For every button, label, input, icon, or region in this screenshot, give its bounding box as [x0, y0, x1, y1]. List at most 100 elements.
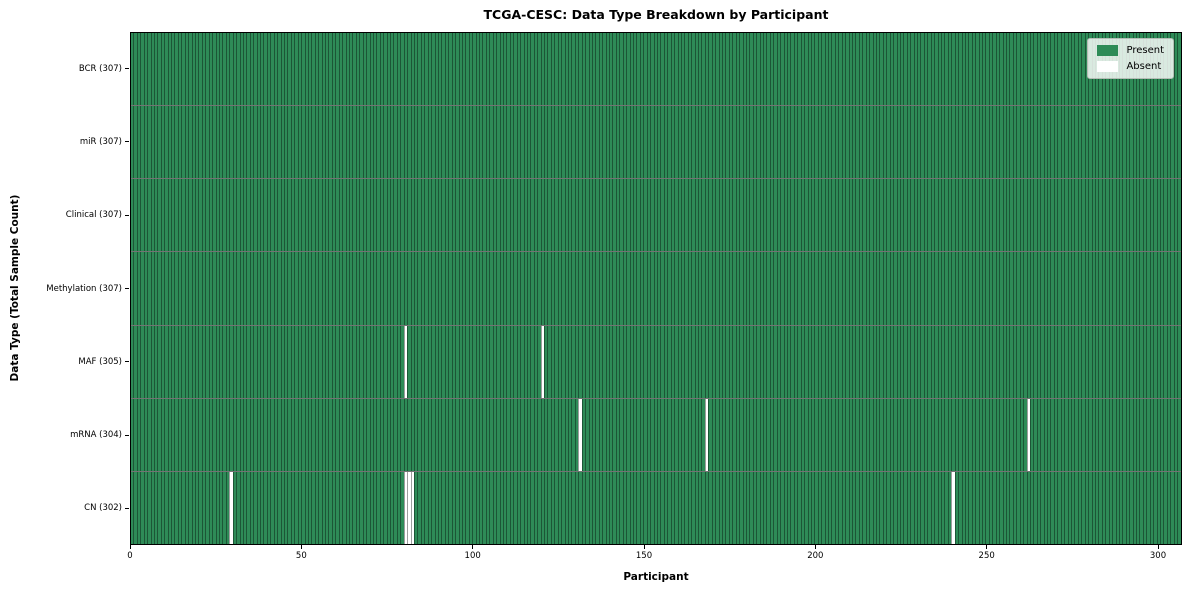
heatmap-cell-present — [917, 398, 921, 471]
heatmap-cell-present — [852, 471, 856, 544]
heatmap-cell-present — [975, 179, 979, 252]
heatmap-cell-present — [646, 398, 651, 471]
heatmap-cell-present — [725, 252, 729, 325]
heatmap-cell-present — [147, 179, 151, 252]
heatmap-cell-present — [869, 33, 873, 106]
heatmap-cell-present — [780, 471, 784, 544]
heatmap-cell-present — [1170, 252, 1174, 325]
heatmap-cell-present — [1146, 398, 1150, 471]
heatmap-cell-present — [889, 179, 894, 252]
heatmap-cell-present — [787, 471, 791, 544]
heatmap-cell-present — [790, 106, 794, 179]
heatmap-cell-present — [619, 471, 623, 544]
heatmap-cell-present — [814, 33, 818, 106]
heatmap-cell-present — [314, 471, 319, 544]
heatmap-cell-present — [131, 106, 134, 179]
heatmap-cell-present — [232, 33, 237, 106]
heatmap-cell-present — [263, 179, 267, 252]
heatmap-cell-present — [136, 106, 141, 179]
heatmap-cell-present — [841, 471, 846, 544]
heatmap-cell-present — [725, 33, 729, 106]
heatmap-cell-present — [1153, 325, 1157, 398]
heatmap-cell-present — [509, 325, 514, 398]
heatmap-cell-present — [783, 106, 787, 179]
heatmap-cell-present — [215, 252, 219, 325]
heatmap-cell-present — [1156, 252, 1160, 325]
heatmap-cell-present — [383, 106, 387, 179]
heatmap-cell-present — [420, 325, 425, 398]
heatmap-cell-present — [735, 325, 740, 398]
heatmap-cell-present — [523, 252, 527, 325]
heatmap-cell-present — [1033, 325, 1037, 398]
ytick-mark — [125, 434, 129, 436]
heatmap-cell-present — [564, 398, 568, 471]
heatmap-cell-present — [889, 325, 894, 398]
heatmap-cell-present — [314, 325, 319, 398]
heatmap-cell-present — [171, 179, 175, 252]
heatmap-cell-present — [1136, 471, 1140, 544]
heatmap-cell-present — [1125, 398, 1130, 471]
heatmap-cell-present — [1115, 398, 1119, 471]
heatmap-cell-present — [270, 33, 274, 106]
heatmap-cell-present — [550, 33, 555, 106]
heatmap-cell-present — [506, 398, 510, 471]
heatmap-cell-present — [229, 179, 233, 252]
heatmap-cell-present — [205, 33, 209, 106]
heatmap-cell-present — [177, 252, 182, 325]
heatmap-cell-present — [920, 398, 924, 471]
heatmap-cell-present — [927, 398, 931, 471]
heatmap-cell-present — [923, 179, 928, 252]
heatmap-cell-present — [136, 471, 141, 544]
heatmap-cell-present — [667, 179, 671, 252]
heatmap-cell-present — [441, 179, 445, 252]
xtick-label-50: 50 — [295, 551, 307, 561]
heatmap-cell-present — [280, 252, 284, 325]
heatmap-cell-present — [1166, 471, 1171, 544]
heatmap-cell-present — [458, 106, 462, 179]
heatmap-cell-present — [458, 179, 462, 252]
heatmap-cell-present — [1002, 179, 1006, 252]
heatmap-cell-present — [400, 33, 404, 106]
heatmap-cell-present — [626, 252, 630, 325]
heatmap-cell-present — [982, 471, 986, 544]
heatmap-cell-present — [776, 325, 781, 398]
ytick-mark — [125, 507, 129, 509]
heatmap-cell-present — [1002, 252, 1006, 325]
heatmap-cell-present — [899, 106, 904, 179]
heatmap-cell-present — [574, 33, 579, 106]
heatmap-cell-present — [1047, 325, 1051, 398]
heatmap-cell-present — [797, 325, 801, 398]
heatmap-cell-present — [1122, 179, 1126, 252]
heatmap-cell-present — [492, 325, 497, 398]
heatmap-cell-present — [242, 33, 247, 106]
heatmap-cell-present — [318, 398, 322, 471]
heatmap-cell-present — [855, 33, 859, 106]
heatmap-cell-present — [940, 325, 945, 398]
heatmap-cell-present — [793, 179, 798, 252]
heatmap-cell-present — [1002, 398, 1006, 471]
heatmap-cell-present — [999, 398, 1003, 471]
heatmap-cell-present — [177, 179, 182, 252]
heatmap-cell-present — [985, 398, 989, 471]
heatmap-cell-present — [670, 252, 675, 325]
heatmap-cell-present — [225, 33, 230, 106]
heatmap-cell-present — [776, 33, 781, 106]
heatmap-cell-present — [698, 252, 702, 325]
heatmap-cell-present — [530, 252, 534, 325]
heatmap-cell-present — [400, 106, 404, 179]
heatmap-cell-present — [1153, 398, 1157, 471]
heatmap-cell-present — [400, 325, 404, 398]
heatmap-cell-present — [1050, 33, 1054, 106]
heatmap-cell-present — [619, 325, 623, 398]
heatmap-cell-present — [906, 398, 911, 471]
heatmap-cell-present — [588, 398, 592, 471]
heatmap-cell-present — [492, 252, 497, 325]
heatmap-cell-present — [598, 179, 603, 252]
heatmap-cell-present — [537, 398, 541, 471]
heatmap-cell-present — [773, 33, 777, 106]
heatmap-cell-present — [294, 325, 298, 398]
heatmap-cell-present — [920, 252, 924, 325]
heatmap-cell-present — [1142, 471, 1147, 544]
heatmap-cell-present — [325, 106, 329, 179]
heatmap-cell-present — [1016, 106, 1020, 179]
